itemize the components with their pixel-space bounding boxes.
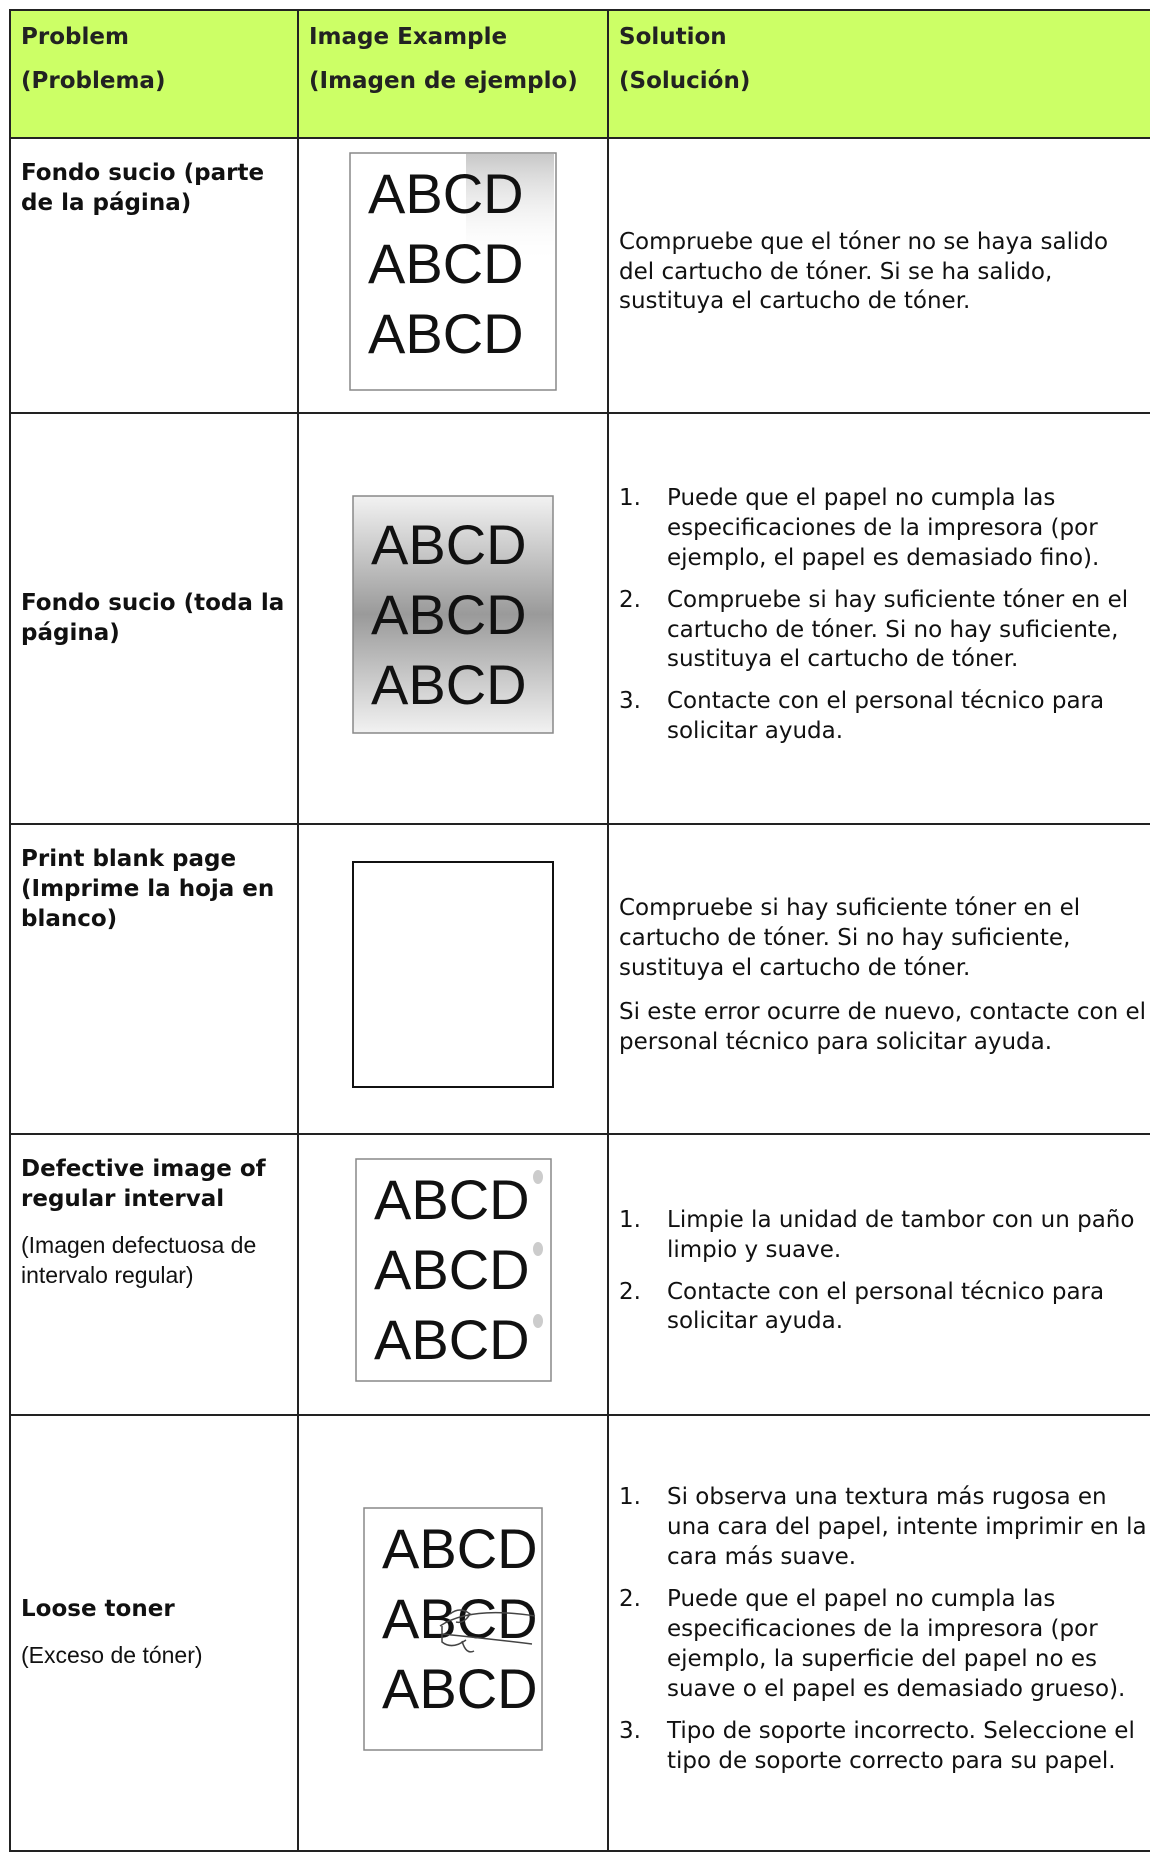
- defect-dot: [532, 1242, 543, 1257]
- troubleshooting-table: Problem (Problema) Image Example (Imagen de…: [9, 9, 1150, 1852]
- toner-smudge: [466, 153, 554, 264]
- header-text: (Solución): [619, 67, 751, 94]
- header-text: Solution: [619, 24, 727, 50]
- item-number: 2.: [619, 1278, 641, 1305]
- example-cell: ABCD ABCD ABCD: [297, 412, 609, 825]
- example-text: ABCD: [368, 302, 524, 365]
- image-frame: [363, 1506, 543, 1751]
- solution-cell: 1. Puede que el papel no cumpla las espec…: [607, 412, 1150, 825]
- item-text: Limpie la unidad de tambor con un paño l…: [667, 1206, 1135, 1263]
- item-text: Puede que el papel no cumpla las especif…: [667, 484, 1100, 571]
- problem-cell: Defective image of regular interval (Imag…: [9, 1133, 299, 1416]
- item-number: 1.: [619, 1206, 641, 1233]
- problem-subtitle: (Exceso de tóner): [21, 1642, 203, 1668]
- header-cell: Image Example (Imagen de ejemplo): [297, 9, 609, 139]
- example-text: ABCD: [371, 583, 527, 646]
- table-row: Defective image of regular interval (Imag…: [9, 1133, 1150, 1416]
- example-image: [352, 861, 554, 1089]
- example-text: ABCD: [371, 653, 527, 716]
- solution-item: 3. Tipo de soporte incorrecto. Seleccione…: [619, 1717, 1149, 1777]
- item-text: Contacte con el personal técnico para so…: [667, 688, 1105, 745]
- example-cell: ABCD ABCD ABCD: [297, 137, 609, 414]
- solution-cell: Compruebe si hay suficiente tóner en el …: [607, 823, 1150, 1135]
- header-text: Image Example: [309, 24, 508, 50]
- example-text: ABCD: [374, 1238, 530, 1301]
- item-number: 3.: [619, 1717, 641, 1744]
- example-cell: ABCD ABCD ABCD: [297, 1133, 609, 1416]
- example-text: ABCD: [374, 1168, 530, 1231]
- header-row: Problem (Problema) Image Example (Imagen de…: [9, 9, 1150, 139]
- problem-cell: Fondo sucio (parte de la página): [9, 137, 299, 414]
- item-text: Si observa una textura más rugosa en una…: [667, 1484, 1147, 1571]
- item-number: 2.: [619, 586, 641, 613]
- problem-title: Fondo sucio (toda la página): [21, 589, 285, 646]
- table-row: Fondo sucio (parte de la página) ABCD ABCD…: [9, 137, 1150, 414]
- image-frame: [354, 1158, 552, 1382]
- example-text: ABCD: [382, 1657, 538, 1720]
- solution-item: 3. Contacte con el personal técnico para …: [619, 687, 1149, 747]
- header-text: Problem: [21, 24, 129, 50]
- example-text: ABCD: [368, 162, 524, 225]
- example-image: ABCD ABCD ABCD: [349, 151, 557, 391]
- item-number: 2.: [619, 1586, 641, 1613]
- example-cell: [297, 823, 609, 1135]
- example-text: ABCD: [371, 513, 527, 576]
- solution-cell: 1. Limpie la unidad de tambor con un paño…: [607, 1133, 1150, 1416]
- problem-subtitle: (Imagen defectuosa de intervalo regular): [21, 1231, 257, 1288]
- hand-drawing: [439, 1608, 536, 1653]
- item-number: 3.: [619, 688, 641, 715]
- example-text: ABCD: [374, 1308, 530, 1371]
- image-frame: [352, 494, 554, 734]
- example-image: ABCD ABCD ABCD: [352, 494, 554, 734]
- solution-item: 1. Si observa una textura más rugosa en u…: [619, 1483, 1149, 1573]
- problem-cell: Loose toner (Exceso de tóner): [9, 1414, 299, 1852]
- table-row: Loose toner (Exceso de tóner) ABCD ABCD ABCD…: [9, 1414, 1150, 1852]
- solution-item: 2. Compruebe si hay suficiente tóner en e…: [619, 586, 1149, 676]
- example-cell: ABCD ABCD ABCD: [297, 1414, 609, 1852]
- header-text: (Problema): [21, 67, 166, 94]
- solution-cell: 1. Si observa una textura más rugosa en u…: [607, 1414, 1150, 1852]
- item-text: Compruebe si hay suficiente tóner en el …: [667, 586, 1129, 673]
- example-text: ABCD: [382, 1587, 538, 1650]
- solution-paragraph: Compruebe que el tóner no se haya salido…: [619, 228, 1109, 315]
- solution-paragraph: Compruebe si hay suficiente tóner en el …: [619, 895, 1081, 982]
- solution-item: 2. Puede que el papel no cumpla las espec…: [619, 1585, 1149, 1705]
- problem-cell: Fondo sucio (toda la página): [9, 412, 299, 825]
- example-image: ABCD ABCD ABCD: [354, 1158, 552, 1382]
- item-text: Tipo de soporte incorrecto. Seleccione e…: [667, 1717, 1135, 1774]
- solution-item: 1. Limpie la unidad de tambor con un paño…: [619, 1206, 1149, 1266]
- table-body: Problem (Problema) Image Example (Imagen de…: [9, 9, 1150, 1852]
- example-text: ABCD: [382, 1517, 538, 1580]
- problem-title: Print blank page (Imprime la hoja en bla…: [21, 846, 275, 932]
- solution-paragraph: Si este error ocurre de nuevo, contacte …: [619, 998, 1147, 1055]
- example-image: ABCD ABCD ABCD: [363, 1506, 543, 1751]
- header-cell: Solution (Solución): [607, 9, 1150, 139]
- solution-item: 1. Puede que el papel no cumpla las espec…: [619, 484, 1149, 574]
- problem-cell: Print blank page (Imprime la hoja en bla…: [9, 823, 299, 1135]
- item-text: Contacte con el personal técnico para so…: [667, 1278, 1105, 1335]
- example-text: ABCD: [368, 232, 524, 295]
- table-row: Print blank page (Imprime la hoja en bla…: [9, 823, 1150, 1135]
- image-frame: [352, 861, 554, 1089]
- item-text: Puede que el papel no cumpla las especif…: [667, 1586, 1126, 1702]
- problem-title: Fondo sucio (parte de la página): [21, 160, 265, 216]
- item-number: 1.: [619, 1484, 641, 1511]
- problem-title: Defective image of regular interval: [21, 1156, 266, 1212]
- problem-title: Loose toner: [21, 1596, 175, 1623]
- defect-dot: [532, 1314, 543, 1329]
- header-text: (Imagen de ejemplo): [309, 67, 578, 94]
- solution-cell: Compruebe que el tóner no se haya salido…: [607, 137, 1150, 414]
- solution-item: 2. Contacte con el personal técnico para …: [619, 1278, 1149, 1338]
- defect-dot: [532, 1170, 543, 1185]
- header-cell: Problem (Problema): [9, 9, 299, 139]
- item-number: 1.: [619, 484, 641, 511]
- table-row: Fondo sucio (toda la página) ABCD ABCD ABCD…: [9, 412, 1150, 825]
